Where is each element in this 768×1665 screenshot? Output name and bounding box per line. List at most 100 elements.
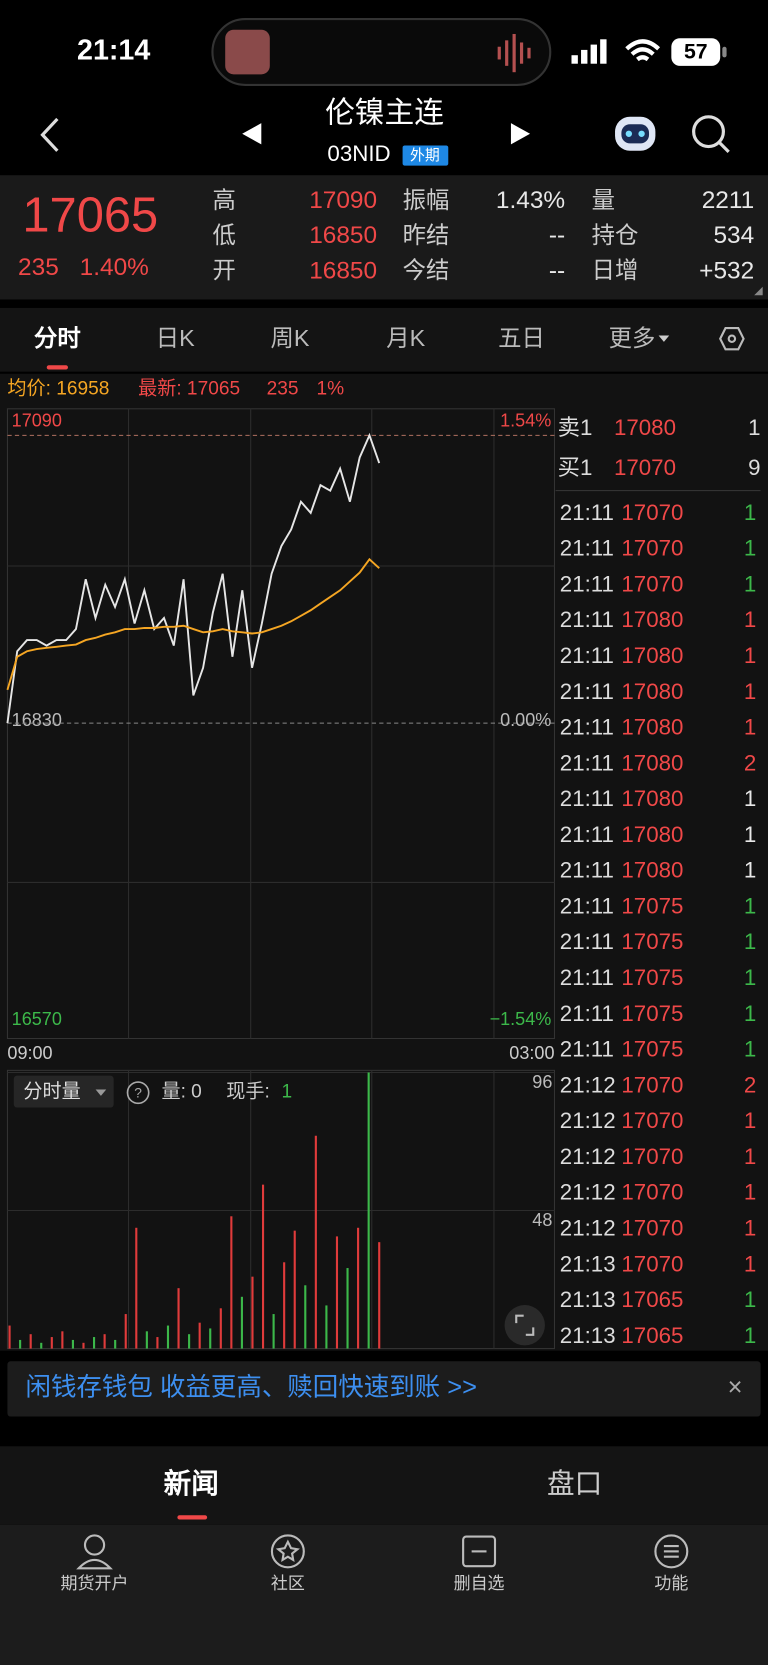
field-value: -- xyxy=(549,222,565,249)
volume-bar xyxy=(166,1325,170,1349)
trade-price: 17075 xyxy=(621,1037,683,1062)
field-label: 低 xyxy=(212,222,235,248)
field-value: 2211 xyxy=(702,187,754,214)
trade-time: 21:11 xyxy=(560,858,614,883)
trade-qty: 1 xyxy=(744,1001,756,1026)
tab[interactable]: 五日 xyxy=(498,325,545,351)
info-change: 235 xyxy=(267,379,299,400)
book-qty: 9 xyxy=(748,455,760,480)
wifi xyxy=(625,39,661,62)
signal xyxy=(571,39,607,64)
dynamic-island xyxy=(211,18,552,87)
bottom-tab[interactable]: 新闻 xyxy=(164,1468,219,1499)
trade-time: 21:11 xyxy=(560,571,614,596)
volume-bar xyxy=(82,1342,85,1349)
trade-time: 21:11 xyxy=(560,893,614,918)
trade-time: 21:11 xyxy=(560,1001,614,1026)
nav-item[interactable]: 社区 xyxy=(271,1574,305,1593)
field-value: 1.43% xyxy=(496,187,565,214)
volume-bar xyxy=(50,1337,53,1349)
trade-price: 17065 xyxy=(621,1287,683,1312)
trade-qty: 1 xyxy=(744,786,756,811)
banner[interactable] xyxy=(7,1361,761,1417)
battery-tip xyxy=(722,46,727,58)
fullscreen-button[interactable] xyxy=(504,1305,545,1346)
volume-bar xyxy=(367,1072,370,1349)
trade-time: 21:11 xyxy=(560,643,614,668)
badge-bg xyxy=(402,145,449,166)
back-button[interactable] xyxy=(40,117,59,152)
trade-time: 21:13 xyxy=(560,1287,616,1312)
trade-time: 21:13 xyxy=(560,1251,616,1276)
bottom-tab[interactable]: 盘口 xyxy=(547,1468,602,1499)
y2-tick-label: 0.00% xyxy=(500,710,551,730)
assistant-icon[interactable] xyxy=(615,116,656,151)
trade-time: 21:11 xyxy=(560,536,614,561)
market-badge: 外期 xyxy=(410,147,440,164)
prev-contract[interactable] xyxy=(242,123,262,145)
tab[interactable]: 更多 xyxy=(609,325,656,351)
trade-qty: 1 xyxy=(744,500,756,525)
volume-bar xyxy=(177,1288,180,1349)
trade-qty: 1 xyxy=(744,1144,756,1169)
volume-bar xyxy=(124,1314,127,1349)
nav-item[interactable]: 删自选 xyxy=(454,1574,505,1593)
volume-bar xyxy=(61,1331,64,1349)
field-label: 今结 xyxy=(403,257,450,283)
hand-label: 现手: xyxy=(226,1081,270,1103)
banner-close[interactable]: × xyxy=(728,1374,743,1402)
quote-fields: 高 17090 振幅 1.43% 量 2211 低 16850 昨结 -- 持仓 534 开 16850 今… xyxy=(212,187,754,284)
trade-qty: 1 xyxy=(744,643,756,668)
trade-qty: 1 xyxy=(744,858,756,883)
trade-price: 17070 xyxy=(621,1072,683,1097)
nav-item[interactable]: 期货开户 xyxy=(61,1574,129,1593)
trade-qty: 1 xyxy=(744,965,756,990)
tab[interactable]: 月K xyxy=(386,325,425,351)
trade-time: 21:11 xyxy=(560,715,614,740)
contract-code: 03NID xyxy=(327,141,390,166)
volume-selector[interactable] xyxy=(13,1075,114,1108)
help-icon[interactable] xyxy=(126,1081,150,1105)
trade-time: 21:11 xyxy=(560,500,614,525)
y-tick-label: 16570 xyxy=(12,1009,62,1029)
trade-time: 21:11 xyxy=(560,679,614,704)
tab[interactable]: 日K xyxy=(156,325,195,351)
trade-price: 17070 xyxy=(621,1180,683,1205)
y-tick-label: 17090 xyxy=(12,410,62,430)
battery-level: 57 xyxy=(684,40,708,64)
field-value: 534 xyxy=(713,222,754,249)
trade-qty: 1 xyxy=(744,929,756,954)
field-label: 振幅 xyxy=(403,187,450,213)
trade-price: 17075 xyxy=(621,893,683,918)
price-change-pct: 1.40% xyxy=(80,254,149,281)
next-contract[interactable] xyxy=(510,123,531,145)
volume-tick-label: 96 xyxy=(532,1072,552,1092)
trade-time: 21:12 xyxy=(560,1108,616,1133)
tab[interactable]: 分时 xyxy=(34,325,81,351)
waveform xyxy=(497,33,531,73)
trade-qty: 1 xyxy=(744,893,756,918)
settings-icon[interactable] xyxy=(719,327,745,351)
volume-chart: 48 96 xyxy=(7,1072,555,1349)
volume-bar xyxy=(283,1262,286,1349)
trade-price: 17080 xyxy=(621,643,683,668)
trade-price: 17070 xyxy=(621,1144,683,1169)
x-label-start: 09:00 xyxy=(7,1043,52,1063)
price-change: 235 xyxy=(18,254,59,281)
volume-bar xyxy=(8,1325,11,1349)
trade-qty: 1 xyxy=(744,1037,756,1062)
trade-qty: 1 xyxy=(744,1287,756,1312)
quote-panel xyxy=(0,175,768,300)
tab[interactable]: 周K xyxy=(271,325,310,351)
trade-price: 17075 xyxy=(621,1001,683,1026)
trade-price: 17065 xyxy=(621,1323,683,1348)
hand-value: 1 xyxy=(281,1082,292,1103)
y-tick-label: 16830 xyxy=(12,710,62,730)
nav-item[interactable]: 功能 xyxy=(654,1574,688,1593)
trade-qty: 1 xyxy=(744,1323,756,1348)
battery xyxy=(671,38,721,66)
volume-bar xyxy=(230,1216,233,1349)
trade-price: 17080 xyxy=(621,679,683,704)
more-caret xyxy=(658,335,670,342)
search-icon[interactable] xyxy=(692,115,730,153)
